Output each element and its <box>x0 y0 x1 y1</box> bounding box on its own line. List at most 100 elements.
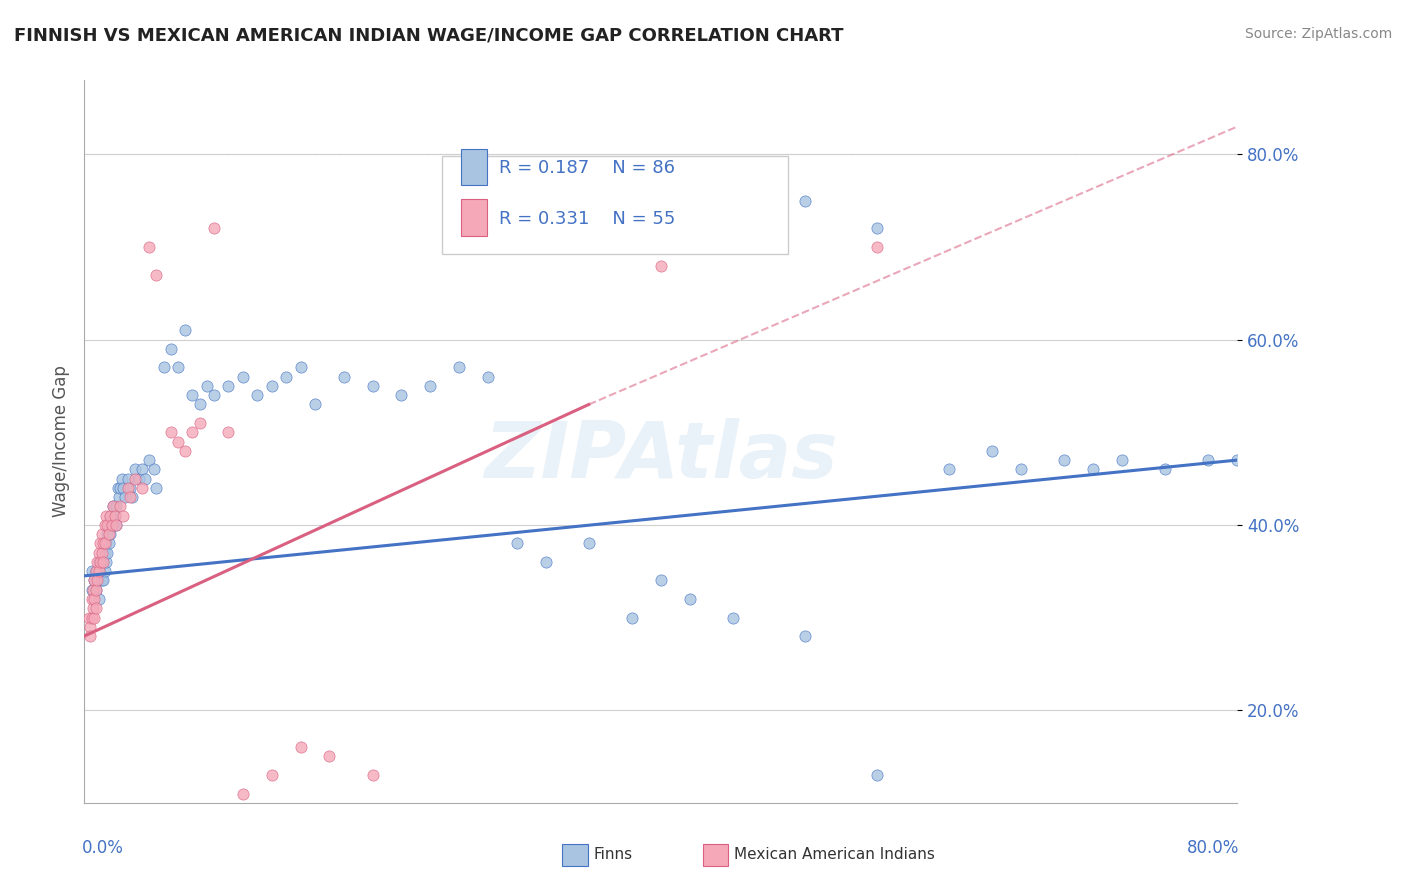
Point <box>93 517 115 532</box>
Point <box>188 397 211 411</box>
Point <box>84 564 107 578</box>
Point <box>333 369 356 384</box>
Point <box>82 582 104 597</box>
Point <box>100 517 122 532</box>
Point <box>103 500 124 514</box>
Point <box>290 740 312 755</box>
Point <box>93 546 115 560</box>
Text: R = 0.187    N = 86: R = 0.187 N = 86 <box>499 160 675 178</box>
Point <box>96 546 118 560</box>
Text: Mexican American Indians: Mexican American Indians <box>734 847 935 862</box>
Point <box>91 536 114 550</box>
Point <box>578 536 600 550</box>
Point <box>218 379 240 393</box>
Point <box>419 379 441 393</box>
Point <box>866 221 889 235</box>
Point <box>304 397 326 411</box>
Point <box>89 555 111 569</box>
Point <box>98 527 121 541</box>
Point <box>112 481 135 495</box>
Point <box>104 508 127 523</box>
Point <box>1154 462 1177 476</box>
Point <box>97 517 120 532</box>
Point <box>108 490 131 504</box>
Point <box>82 601 104 615</box>
FancyBboxPatch shape <box>441 156 787 253</box>
Point <box>80 582 103 597</box>
Point <box>90 527 112 541</box>
Point <box>145 481 167 495</box>
Point <box>100 517 122 532</box>
Point <box>138 240 160 254</box>
Point <box>152 360 174 375</box>
Point <box>91 555 114 569</box>
Text: Finns: Finns <box>593 847 633 862</box>
Text: FINNISH VS MEXICAN AMERICAN INDIAN WAGE/INCOME GAP CORRELATION CHART: FINNISH VS MEXICAN AMERICAN INDIAN WAGE/… <box>14 27 844 45</box>
Point <box>181 425 204 440</box>
Point <box>114 490 136 504</box>
Point <box>80 592 103 607</box>
Point <box>107 481 129 495</box>
Point <box>1083 462 1105 476</box>
Point <box>80 564 103 578</box>
Point <box>83 592 105 607</box>
Point <box>93 536 115 550</box>
Point <box>77 610 100 624</box>
Point <box>80 610 103 624</box>
Point <box>188 416 211 430</box>
Point <box>260 768 283 782</box>
Point <box>86 555 108 569</box>
Point <box>97 536 120 550</box>
Point <box>202 221 225 235</box>
Point <box>1010 462 1032 476</box>
Point <box>84 582 107 597</box>
Point <box>83 574 105 588</box>
Point <box>105 517 128 532</box>
Point <box>83 610 105 624</box>
Point <box>124 462 146 476</box>
Point <box>84 564 107 578</box>
Point <box>361 768 384 782</box>
Point <box>167 434 190 449</box>
Point <box>96 527 118 541</box>
Y-axis label: Wage/Income Gap: Wage/Income Gap <box>52 366 70 517</box>
Point <box>160 342 183 356</box>
Point <box>1198 453 1220 467</box>
Point <box>167 360 190 375</box>
Text: Source: ZipAtlas.com: Source: ZipAtlas.com <box>1244 27 1392 41</box>
Point <box>679 592 702 607</box>
Point <box>134 472 156 486</box>
Point <box>90 555 112 569</box>
Point <box>181 388 204 402</box>
Point <box>142 462 165 476</box>
Bar <box>461 200 486 235</box>
Point <box>117 472 139 486</box>
Text: R = 0.331    N = 55: R = 0.331 N = 55 <box>499 210 676 228</box>
Bar <box>461 149 486 185</box>
Point <box>794 629 817 643</box>
Point <box>93 564 115 578</box>
Point <box>290 360 312 375</box>
Point <box>110 500 132 514</box>
Point <box>260 379 283 393</box>
Point <box>160 425 183 440</box>
Point <box>534 555 557 569</box>
Point <box>79 620 101 634</box>
Point <box>120 481 142 495</box>
Point <box>218 425 240 440</box>
Point <box>94 555 117 569</box>
Point <box>131 481 153 495</box>
Point <box>91 574 114 588</box>
Point <box>86 574 108 588</box>
Point <box>103 517 124 532</box>
Point <box>83 574 105 588</box>
Point <box>246 388 269 402</box>
Point <box>477 369 499 384</box>
Point <box>117 481 139 495</box>
Point <box>98 508 121 523</box>
Point <box>506 536 529 550</box>
Point <box>124 472 146 486</box>
Point <box>87 555 110 569</box>
Point <box>866 240 889 254</box>
Point <box>866 768 889 782</box>
